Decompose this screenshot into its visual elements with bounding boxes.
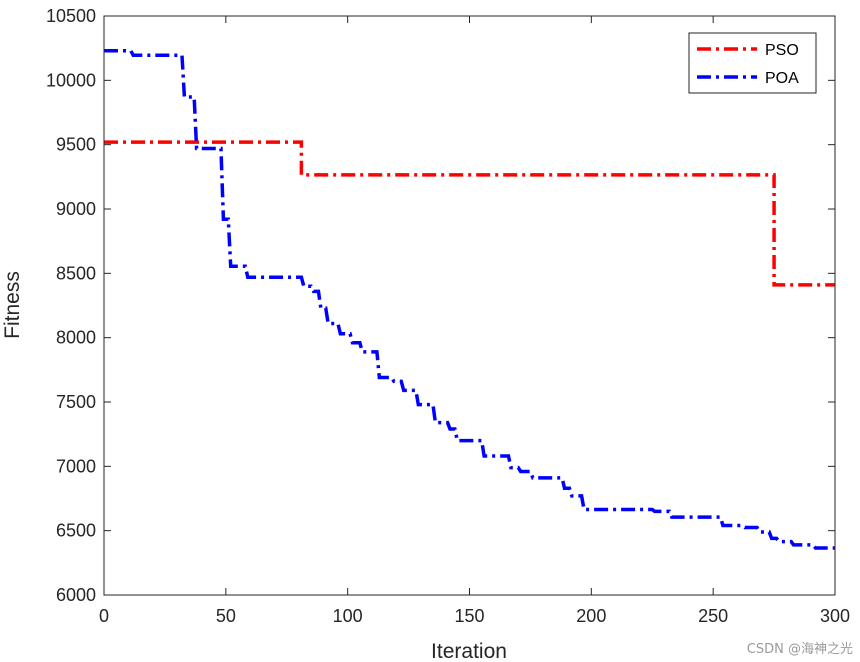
y-tick-label: 8000 — [56, 328, 96, 348]
y-axis: 6000 6500 7000 7500 8000 8500 9000 9500 10000 105… — [46, 6, 835, 605]
x-tick-label: 50 — [216, 606, 236, 626]
y-tick-label: 10000 — [46, 70, 96, 90]
watermark: CSDN @海神之光 — [747, 642, 853, 657]
x-tick-label: 200 — [576, 606, 606, 626]
y-tick-label: 9000 — [56, 199, 96, 219]
legend: PSO POA — [688, 32, 817, 94]
y-tick-label: 8500 — [56, 263, 96, 283]
x-tick-label: 300 — [820, 606, 850, 626]
x-tick-label: 0 — [99, 606, 109, 626]
x-axis: 0 50 100 150 200 250 300 — [99, 16, 850, 626]
y-tick-label: 7000 — [56, 456, 96, 476]
y-axis-title: Fitness — [1, 271, 24, 339]
legend-label-pso: PSO — [765, 42, 799, 59]
plot-background — [104, 16, 835, 595]
x-tick-label: 250 — [698, 606, 728, 626]
y-tick-label: 9500 — [56, 135, 96, 155]
y-tick-label: 6500 — [56, 521, 96, 541]
y-tick-label: 7500 — [56, 392, 96, 412]
x-axis-title: Iteration — [431, 640, 507, 662]
legend-box — [688, 32, 817, 94]
x-tick-label: 100 — [333, 606, 363, 626]
series-layer — [104, 48, 835, 550]
x-tick-label: 150 — [454, 606, 484, 626]
y-tick-label: 10500 — [46, 6, 96, 26]
y-tick-label: 6000 — [56, 585, 96, 605]
series-line-pso — [104, 140, 835, 287]
series-line-poa — [104, 48, 835, 550]
legend-label-poa: POA — [765, 70, 799, 87]
